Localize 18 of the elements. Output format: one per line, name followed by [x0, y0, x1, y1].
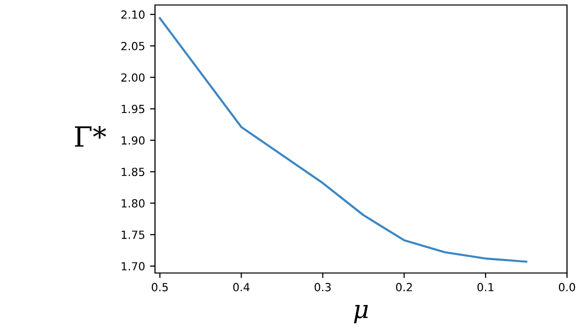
y-tick-label: 1.90 [122, 136, 145, 145]
y-tick-label: 1.95 [122, 104, 144, 114]
y-tick-label: 1.70 [122, 262, 145, 270]
y-tick-label: 2.10 [121, 10, 145, 19]
x-tick-label: 0.2 [396, 282, 412, 292]
x-tick-label: 0.3 [314, 282, 331, 292]
x-tick-label: 0.4 [233, 282, 250, 292]
x-tick-label: 0.5 [152, 282, 168, 292]
y-tick-label: 2.00 [121, 73, 145, 82]
y-tick-label: 2.05 [121, 42, 144, 50]
y-tick-label: 1.75 [122, 230, 144, 240]
x-axis-title: μ [354, 305, 368, 324]
x-tick-label: 0.1 [477, 282, 494, 292]
y-tick-label: 1.80 [122, 199, 145, 208]
y-axis-title: Γ* [74, 126, 106, 147]
x-tick-label: 0.0 [558, 282, 576, 292]
line-series [158, 17, 528, 263]
y-tick-label: 1.85 [122, 168, 144, 176]
